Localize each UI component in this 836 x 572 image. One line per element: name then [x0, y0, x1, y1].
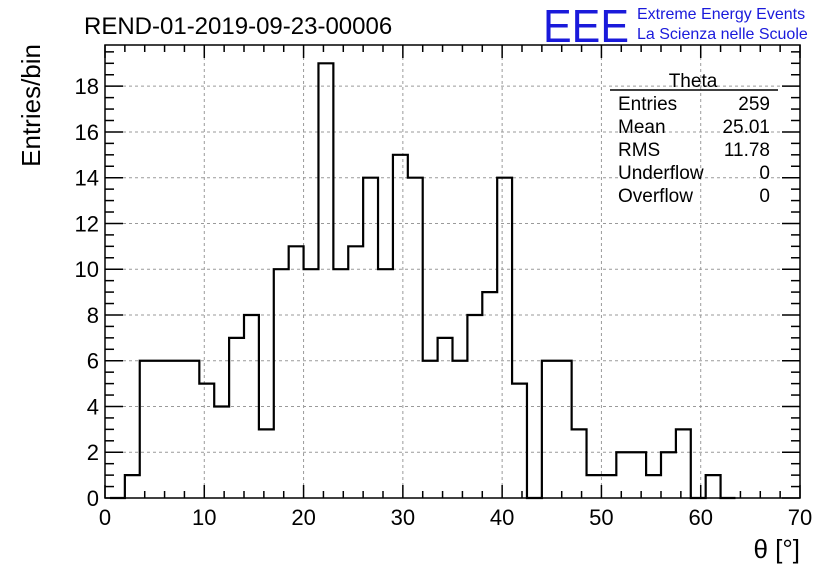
x-tick-label-20: 20 [291, 505, 315, 530]
brand-line-2: La Scienza nelle Scuole [637, 26, 808, 43]
brand-line-1: Extreme Energy Events [637, 6, 805, 23]
x-tick-labels: 0 10 20 30 40 50 60 70 [99, 505, 812, 530]
y-tick-label-0: 0 [87, 486, 99, 511]
stats-row-overflow: Overflow 0 [618, 186, 770, 207]
y-tick-label-14: 14 [75, 166, 99, 191]
stats-label-rms: RMS [618, 140, 660, 161]
stats-value-underflow: 0 [759, 163, 770, 184]
x-tick-label-0: 0 [99, 505, 111, 530]
x-tick-label-30: 30 [391, 505, 415, 530]
histogram-bars [109, 62, 736, 500]
stats-label-underflow: Underflow [618, 163, 704, 184]
x-tick-label-10: 10 [192, 505, 216, 530]
stats-box: Theta Entries 259 Mean 25.01 RMS 11.78 U… [610, 71, 778, 207]
chart-title: REND-01-2019-09-23-00006 [84, 13, 392, 40]
y-tick-label-2: 2 [87, 440, 99, 465]
stats-row-underflow: Underflow 0 [618, 163, 770, 184]
y-tick-labels: 0 2 4 6 8 10 12 14 16 18 [75, 74, 99, 511]
eee-logo: EEE Extreme Energy Events La Scienza nel… [543, 0, 808, 52]
y-tick-label-6: 6 [87, 349, 99, 374]
stats-row-rms: RMS 11.78 [618, 140, 770, 161]
y-tick-label-16: 16 [75, 120, 99, 145]
x-tick-label-40: 40 [490, 505, 514, 530]
y-axis-label: Entries/bin [16, 44, 46, 167]
histogram-outline [109, 62, 736, 500]
stats-value-entries: 259 [738, 94, 770, 115]
y-tick-label-8: 8 [87, 303, 99, 328]
y-tick-label-10: 10 [75, 257, 99, 282]
axis-ticks [104, 45, 801, 499]
stats-value-mean: 25.01 [722, 117, 770, 138]
y-tick-label-18: 18 [75, 74, 99, 99]
plot-frame [104, 44, 801, 499]
y-tick-label-12: 12 [75, 211, 99, 236]
stats-label-entries: Entries [618, 94, 677, 115]
eee-logo-text: EEE [543, 0, 629, 52]
stats-label-mean: Mean [618, 117, 666, 138]
stats-value-rms: 11.78 [724, 140, 770, 161]
stats-label-overflow: Overflow [618, 186, 693, 207]
x-axis-label: θ [°] [753, 534, 800, 564]
x-tick-label-60: 60 [688, 505, 712, 530]
y-tick-label-4: 4 [87, 394, 99, 419]
stats-row-entries: Entries 259 [618, 94, 770, 115]
stats-value-overflow: 0 [759, 186, 770, 207]
x-tick-label-70: 70 [788, 505, 812, 530]
stats-title: Theta [669, 71, 718, 92]
x-tick-label-50: 50 [589, 505, 613, 530]
stats-row-mean: Mean 25.01 [618, 117, 770, 138]
